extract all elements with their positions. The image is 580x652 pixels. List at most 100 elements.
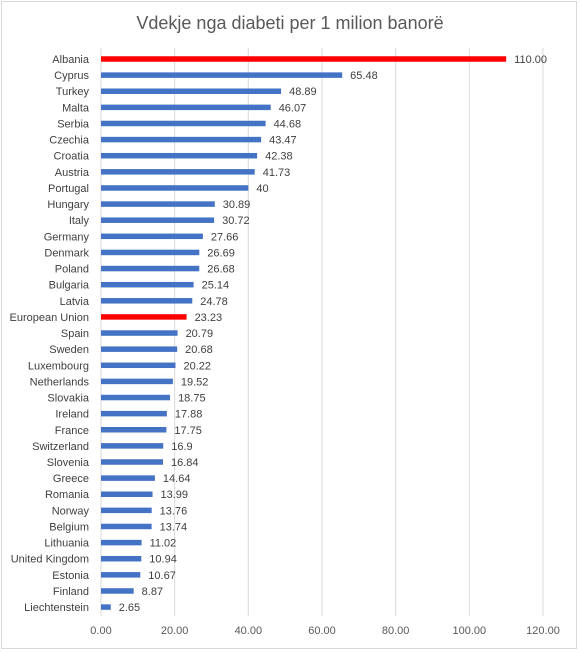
category-label: Germany (44, 231, 90, 243)
data-label: 2.65 (119, 602, 140, 614)
bar (101, 314, 187, 320)
category-label: United Kingdom (11, 554, 89, 566)
bar (101, 475, 155, 481)
x-tick-label: 20.00 (161, 625, 189, 637)
category-label: Estonia (52, 570, 90, 582)
data-label: 25.14 (202, 280, 230, 292)
bar (101, 394, 171, 401)
category-label: Croatia (54, 151, 90, 163)
bar (101, 72, 343, 78)
data-label: 20.79 (186, 328, 214, 340)
category-label: Finland (53, 586, 89, 598)
data-label: 10.67 (148, 570, 176, 582)
bar (101, 265, 200, 272)
x-tick-label: 40.00 (235, 625, 263, 637)
data-label: 8.87 (142, 586, 163, 598)
category-label: Austria (55, 167, 90, 179)
bar (101, 604, 111, 610)
bar (101, 201, 215, 207)
data-label: 13.76 (160, 505, 188, 517)
category-label: Serbia (57, 118, 90, 130)
bar (101, 346, 178, 352)
bar (101, 443, 164, 449)
data-label: 24.78 (200, 296, 228, 308)
category-label: Switzerland (32, 441, 89, 453)
bar (101, 378, 173, 385)
bar (101, 249, 200, 256)
category-label: Lithuania (44, 538, 90, 550)
category-label: Norway (52, 505, 90, 517)
category-label: Slovenia (47, 457, 90, 469)
category-label: Romania (45, 489, 90, 501)
bar (101, 555, 142, 562)
x-axis-ticks: 0.00 20.00 40.00 60.00 80.00 100.00 120.00 (90, 625, 560, 637)
data-label: 17.75 (174, 425, 202, 437)
category-label: Ireland (55, 409, 89, 421)
category-labels: Albania Cyprus Turkey Malta Serbia Czechia Cro… (9, 54, 89, 614)
bar (101, 217, 215, 223)
category-label: Albania (52, 54, 90, 66)
data-label: 42.38 (265, 151, 293, 163)
category-label: France (55, 425, 89, 437)
bar (101, 152, 258, 159)
bar (101, 185, 249, 191)
data-label: 41.73 (263, 167, 291, 179)
category-label: Sweden (49, 344, 89, 356)
value-labels: 110.00 65.48 48.89 46.07 44.68 43.47 42.38 41.7… (119, 54, 547, 614)
category-label: Latvia (60, 296, 90, 308)
bar (101, 88, 282, 94)
data-label: 11.02 (150, 538, 177, 550)
data-label: 13.74 (160, 521, 188, 533)
data-label: 110.00 (514, 54, 547, 66)
bar (101, 507, 152, 514)
category-label: Liechtenstein (24, 602, 89, 614)
x-tick-label: 120.00 (526, 625, 560, 637)
bar (101, 281, 194, 288)
data-label: 40 (256, 183, 268, 195)
data-label: 17.88 (175, 409, 203, 421)
x-tick-label: 0.00 (90, 625, 111, 637)
data-label: 30.72 (222, 215, 250, 227)
category-label: Spain (61, 328, 89, 340)
data-label: 44.68 (274, 118, 302, 130)
category-label: Denmark (44, 247, 89, 259)
category-label: Portugal (48, 183, 89, 195)
category-label: Greece (53, 473, 89, 485)
data-label: 23.23 (195, 312, 223, 324)
category-label: Turkey (56, 86, 90, 98)
bars (101, 56, 507, 610)
category-label: Netherlands (30, 376, 90, 388)
category-label: Luxembourg (28, 360, 89, 372)
chart-title: Vdekje nga diabeti per 1 milion banorë (136, 13, 443, 33)
bar (101, 572, 141, 578)
bar (101, 523, 152, 530)
data-label: 16.84 (171, 457, 199, 469)
data-label: 26.68 (207, 264, 235, 276)
data-label: 65.48 (350, 70, 378, 82)
data-label: 46.07 (279, 102, 307, 114)
data-label: 26.69 (207, 247, 235, 259)
x-tick-label: 100.00 (453, 625, 487, 637)
bar (101, 120, 266, 127)
data-label: 16.9 (171, 441, 192, 453)
bar (101, 298, 193, 304)
category-label: Bulgaria (49, 280, 90, 292)
bar (101, 427, 167, 433)
bar (101, 491, 153, 497)
bar (101, 362, 176, 369)
bar (101, 539, 142, 546)
bar (101, 410, 167, 417)
data-label: 43.47 (269, 135, 297, 147)
data-label: 20.68 (185, 344, 213, 356)
bar (101, 459, 164, 465)
data-label: 48.89 (289, 86, 317, 98)
bar (101, 169, 255, 175)
bar (101, 104, 271, 111)
category-label: Belgium (49, 521, 89, 533)
category-label: Czechia (49, 135, 90, 147)
data-label: 14.64 (163, 473, 191, 485)
data-label: 27.66 (211, 231, 239, 243)
bar (101, 136, 262, 143)
